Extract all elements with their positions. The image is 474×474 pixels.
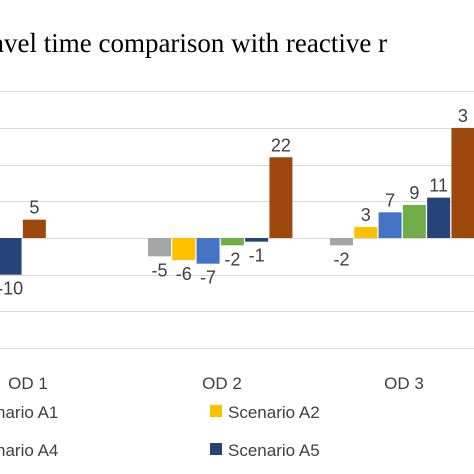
bar-od1-3: [22, 219, 46, 238]
data-label: 11: [429, 176, 448, 196]
data-label: -7: [200, 268, 216, 288]
bar-od2-8: [245, 238, 269, 242]
bar-od2-7: [220, 238, 244, 246]
bar-od3-15: [451, 127, 474, 238]
bar-od1-2: [0, 238, 22, 275]
chart-title: avel time comparison with reactive r: [0, 28, 387, 58]
x-tick-label: OD 2: [202, 374, 242, 393]
x-tick-label: OD 3: [384, 374, 424, 393]
bar-od2-6: [196, 238, 220, 264]
data-label: -10: [0, 279, 23, 299]
x-tick-label: OD 1: [8, 374, 48, 393]
bars: [0, 127, 474, 275]
legend: nario A1 Scenario A2 nario A4 Scenario A5: [0, 403, 320, 460]
data-label: -1: [249, 246, 265, 266]
bar-od3-10: [330, 238, 353, 246]
data-label: 9: [409, 183, 419, 203]
data-label: 7: [385, 190, 395, 210]
legend-swatch: [210, 443, 222, 455]
legend-label: Scenario A2: [228, 403, 320, 422]
data-label: 5: [29, 198, 39, 218]
bar-od2-9: [269, 157, 293, 238]
legend-label: Scenario A5: [228, 441, 320, 460]
bar-od2-4: [148, 238, 171, 257]
data-label: 22: [271, 135, 291, 155]
gridlines: [0, 91, 474, 349]
data-label: -6: [176, 264, 192, 284]
data-label: -2: [333, 249, 349, 269]
data-label: -2: [224, 249, 240, 269]
bar-od3-12: [378, 212, 402, 238]
bar-od3-13: [402, 204, 426, 238]
legend-swatch: [210, 405, 222, 417]
bar-od3-11: [354, 226, 378, 238]
bar-od3-14: [427, 197, 451, 238]
data-label: -5: [151, 260, 167, 280]
data-label: 3: [458, 106, 468, 126]
bar-od2-5: [172, 238, 196, 261]
data-label: 3: [361, 205, 371, 225]
legend-label: nario A4: [0, 441, 58, 460]
x-axis-ticks: OD 1 OD 2 OD 3: [8, 374, 424, 393]
legend-label: nario A1: [0, 403, 58, 422]
